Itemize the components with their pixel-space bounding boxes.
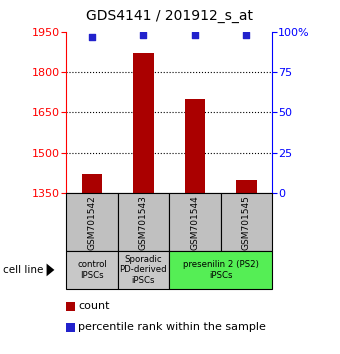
Point <box>243 32 249 38</box>
Bar <box>169 193 221 251</box>
Bar <box>185 99 205 193</box>
Bar <box>169 251 272 289</box>
Text: GSM701545: GSM701545 <box>242 195 251 250</box>
Bar <box>236 179 257 193</box>
Bar <box>66 193 118 251</box>
Text: GSM701544: GSM701544 <box>190 195 199 250</box>
Text: cell line: cell line <box>3 265 44 275</box>
Bar <box>66 251 118 289</box>
Point <box>141 32 146 38</box>
Text: percentile rank within the sample: percentile rank within the sample <box>78 322 266 332</box>
Point <box>89 34 95 40</box>
Bar <box>118 193 169 251</box>
Text: presenilin 2 (PS2)
iPSCs: presenilin 2 (PS2) iPSCs <box>183 260 258 280</box>
Point <box>192 32 198 38</box>
Text: GDS4141 / 201912_s_at: GDS4141 / 201912_s_at <box>86 9 254 23</box>
Text: GSM701542: GSM701542 <box>87 195 97 250</box>
Text: GSM701543: GSM701543 <box>139 195 148 250</box>
Bar <box>133 53 154 193</box>
Bar <box>118 251 169 289</box>
Text: Sporadic
PD-derived
iPSCs: Sporadic PD-derived iPSCs <box>120 255 167 285</box>
Bar <box>82 174 102 193</box>
Text: count: count <box>78 301 110 311</box>
Text: control
IPSCs: control IPSCs <box>77 260 107 280</box>
Bar <box>221 193 272 251</box>
